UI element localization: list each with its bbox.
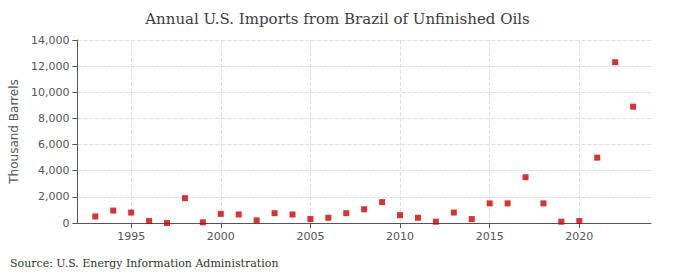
svg-text:2000: 2000 xyxy=(207,230,235,243)
svg-text:Annual U.S. Imports from Brazi: Annual U.S. Imports from Brazil of Unfin… xyxy=(144,10,530,28)
svg-text:1995: 1995 xyxy=(117,230,145,243)
svg-text:0: 0 xyxy=(62,217,69,230)
svg-text:2005: 2005 xyxy=(296,230,324,243)
svg-text:Source: U.S. Energy Informatio: Source: U.S. Energy Information Administ… xyxy=(10,257,278,270)
svg-text:2010: 2010 xyxy=(386,230,414,243)
svg-text:12,000: 12,000 xyxy=(31,60,70,73)
svg-text:2020: 2020 xyxy=(565,230,593,243)
svg-text:6,000: 6,000 xyxy=(38,138,70,151)
svg-text:4,000: 4,000 xyxy=(38,164,70,177)
svg-text:10,000: 10,000 xyxy=(31,86,70,99)
svg-text:14,000: 14,000 xyxy=(31,34,70,47)
svg-text:2,000: 2,000 xyxy=(38,190,70,203)
svg-text:2015: 2015 xyxy=(476,230,504,243)
svg-text:Thousand Barrels: Thousand Barrels xyxy=(7,79,21,184)
svg-text:8,000: 8,000 xyxy=(38,112,70,125)
